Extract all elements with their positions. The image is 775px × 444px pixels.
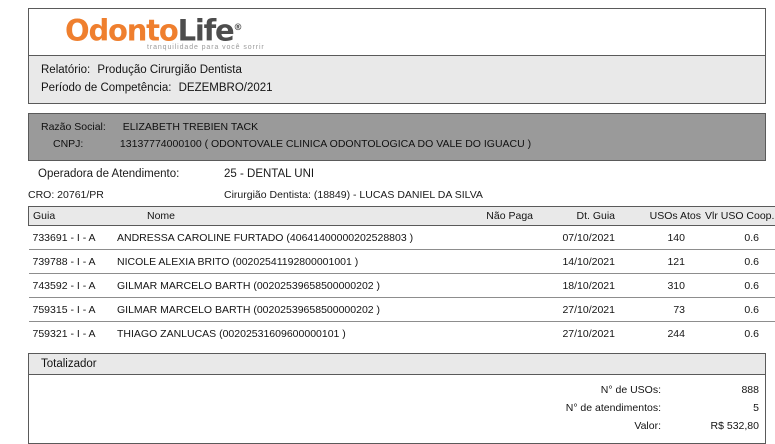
production-table: Guia Nome Não Paga Dt. Guia USOs Atos Vl… bbox=[28, 206, 775, 345]
entity-band: Razão Social: ELIZABETH TREBIEN TACK CNP… bbox=[28, 113, 766, 161]
cell-vlr-uso-coop: 0.6 bbox=[703, 322, 775, 346]
razao-social-row: Razão Social: ELIZABETH TREBIEN TACK bbox=[29, 119, 765, 136]
cnpj-row: CNPJ: 13137774000100 ( ODONTOVALE CLINIC… bbox=[29, 136, 765, 153]
cell-vlr-uso-coop: 0.6 bbox=[703, 298, 775, 322]
logo-odonto-text: Odonto bbox=[65, 14, 178, 48]
totalizer-line-usos: N° de USOs: 888 bbox=[29, 381, 765, 399]
cell-nao-paga bbox=[451, 298, 537, 322]
cell-nome: GILMAR MARCELO BARTH (002025396585000002… bbox=[109, 298, 451, 322]
cell-vlr-uso-coop: 0.6 bbox=[703, 226, 775, 250]
cell-dt-guia: 07/10/2021 bbox=[537, 226, 625, 250]
column-header-usos-atos: USOs Atos bbox=[625, 207, 703, 226]
totalizer-label-valor: Valor: bbox=[481, 420, 661, 432]
relatorio-value: Produção Cirurgião Dentista bbox=[93, 64, 241, 76]
cell-dt-guia: 14/10/2021 bbox=[537, 250, 625, 274]
relatorio-row: Relatório: Produção Cirurgião Dentista bbox=[29, 61, 765, 79]
dentista-group: Cirurgião Dentista: (18849) - LUCAS DANI… bbox=[224, 189, 483, 201]
operadora-value: 25 - DENTAL UNI bbox=[224, 168, 314, 180]
dentista-value: (18849) - LUCAS DANIEL DA SILVA bbox=[314, 189, 483, 201]
totalizer-panel: Totalizador N° de USOs: 888 N° de atendi… bbox=[28, 353, 766, 444]
cell-guia: 759321 - I - A bbox=[29, 322, 110, 346]
totalizer-line-valor: Valor: R$ 532,80 bbox=[29, 417, 765, 435]
totalizer-label-usos: N° de USOs: bbox=[481, 384, 661, 396]
razao-social-value: ELIZABETH TREBIEN TACK bbox=[109, 121, 258, 133]
cell-nome: GILMAR MARCELO BARTH (002025396585000002… bbox=[109, 274, 451, 298]
cell-dt-guia: 27/10/2021 bbox=[537, 322, 625, 346]
relatorio-label: Relatório: bbox=[41, 64, 90, 76]
cnpj-value: 13137774000100 ( ODONTOVALE CLINICA ODON… bbox=[106, 138, 531, 150]
table-header-row: Guia Nome Não Paga Dt. Guia USOs Atos Vl… bbox=[29, 207, 775, 226]
cell-usos-atos: 73 bbox=[625, 298, 703, 322]
cro-row: CRO: 20761/PR Cirurgião Dentista: (18849… bbox=[28, 183, 766, 206]
operadora-row: Operadora de Atendimento: 25 - DENTAL UN… bbox=[28, 161, 766, 183]
cell-usos-atos: 244 bbox=[625, 322, 703, 346]
logo-life-text: Life bbox=[178, 14, 234, 48]
cell-nao-paga bbox=[451, 226, 537, 250]
cell-usos-atos: 121 bbox=[625, 250, 703, 274]
cell-nao-paga bbox=[451, 274, 537, 298]
table-row: 739788 - I - A NICOLE ALEXIA BRITO (0020… bbox=[29, 250, 775, 274]
totalizer-title: Totalizador bbox=[29, 354, 765, 375]
periodo-label: Período de Competência: bbox=[41, 82, 171, 94]
operadora-label: Operadora de Atendimento: bbox=[38, 168, 179, 180]
table-row: 759315 - I - A GILMAR MARCELO BARTH (002… bbox=[29, 298, 775, 322]
totalizer-value-valor: R$ 532,80 bbox=[661, 420, 765, 432]
cnpj-label: CNPJ: bbox=[41, 138, 103, 150]
cro-group: CRO: 20761/PR bbox=[28, 189, 104, 201]
logo-band: OdontoLife® tranquilidade para você sorr… bbox=[28, 8, 766, 55]
table-row: 743592 - I - A GILMAR MARCELO BARTH (002… bbox=[29, 274, 775, 298]
cell-vlr-uso-coop: 0.6 bbox=[703, 250, 775, 274]
logo-tagline: tranquilidade para você sorrir bbox=[147, 44, 265, 51]
cell-nao-paga bbox=[451, 322, 537, 346]
totalizer-label-atendimentos: N° de atendimentos: bbox=[481, 402, 661, 414]
cell-nome: ANDRESSA CAROLINE FURTADO (4064140000020… bbox=[109, 226, 451, 250]
razao-social-label: Razão Social: bbox=[41, 121, 106, 133]
table-row: 733691 - I - A ANDRESSA CAROLINE FURTADO… bbox=[29, 226, 775, 250]
table-row: 759321 - I - A THIAGO ZANLUCAS (00202531… bbox=[29, 322, 775, 346]
cell-guia: 759315 - I - A bbox=[29, 298, 110, 322]
dentista-label: Cirurgião Dentista: bbox=[224, 189, 311, 201]
logo-wordmark: OdontoLife® bbox=[65, 13, 305, 46]
cell-guia: 743592 - I - A bbox=[29, 274, 110, 298]
cro-label: CRO: bbox=[28, 189, 54, 201]
report-info-band: Relatório: Produção Cirurgião Dentista P… bbox=[28, 55, 766, 104]
cell-nome: THIAGO ZANLUCAS (00202531609600000101 ) bbox=[109, 322, 451, 346]
report-page: OdontoLife® tranquilidade para você sorr… bbox=[28, 8, 766, 444]
column-header-dt-guia: Dt. Guia bbox=[537, 207, 625, 226]
cell-usos-atos: 140 bbox=[625, 226, 703, 250]
cro-value: 20761/PR bbox=[57, 189, 104, 201]
cell-nome: NICOLE ALEXIA BRITO (0020254119280000100… bbox=[109, 250, 451, 274]
cell-guia: 733691 - I - A bbox=[29, 226, 110, 250]
totalizer-body: N° de USOs: 888 N° de atendimentos: 5 Va… bbox=[29, 375, 765, 443]
periodo-row: Período de Competência: DEZEMBRO/2021 bbox=[29, 79, 765, 97]
column-header-nome: Nome bbox=[109, 207, 451, 226]
cell-dt-guia: 27/10/2021 bbox=[537, 298, 625, 322]
table-body: 733691 - I - A ANDRESSA CAROLINE FURTADO… bbox=[29, 226, 775, 346]
cell-vlr-uso-coop: 0.6 bbox=[703, 274, 775, 298]
column-header-guia: Guia bbox=[29, 207, 110, 226]
periodo-value: DEZEMBRO/2021 bbox=[175, 82, 273, 94]
column-header-vlr-uso-coop: Vlr USO Coop. bbox=[703, 207, 775, 226]
cell-guia: 739788 - I - A bbox=[29, 250, 110, 274]
cell-nao-paga bbox=[451, 250, 537, 274]
odontolife-logo: OdontoLife® tranquilidade para você sorr… bbox=[65, 13, 305, 53]
cell-dt-guia: 18/10/2021 bbox=[537, 274, 625, 298]
table-header: Guia Nome Não Paga Dt. Guia USOs Atos Vl… bbox=[29, 207, 775, 226]
totalizer-value-usos: 888 bbox=[661, 384, 765, 396]
registered-mark-icon: ® bbox=[233, 23, 242, 33]
totalizer-line-atendimentos: N° de atendimentos: 5 bbox=[29, 399, 765, 417]
totalizer-value-atendimentos: 5 bbox=[661, 402, 765, 414]
column-header-nao-paga: Não Paga bbox=[451, 207, 537, 226]
cell-usos-atos: 310 bbox=[625, 274, 703, 298]
